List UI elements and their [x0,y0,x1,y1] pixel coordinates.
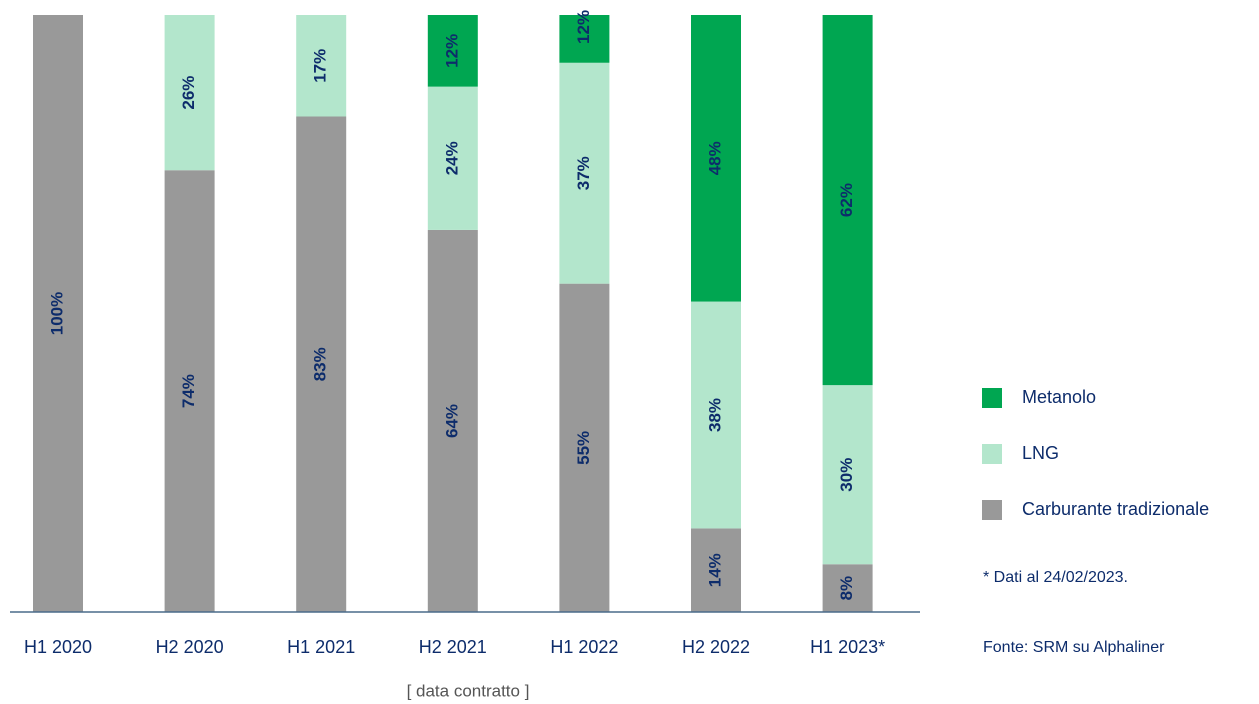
data-label: 62% [837,183,856,217]
data-label: 83% [311,347,330,381]
bar-segment [559,62,610,284]
bar-segment [822,385,873,565]
data-label: 74% [179,374,198,408]
bar-segment [691,15,741,302]
bar-segment [822,564,873,612]
bar-segment [296,116,347,613]
data-label: 24% [442,141,461,175]
bar-segment [164,170,215,612]
data-label: 30% [837,458,856,492]
bar-segment [164,15,215,171]
data-label: 55% [574,431,593,465]
data-label: 38% [705,398,724,432]
x-tick-label: H1 2021 [287,637,355,657]
x-tick-label: H1 2023* [810,637,885,657]
data-label: 12% [442,34,461,68]
data-label: 37% [574,156,593,190]
bar-segment [822,15,873,386]
x-tick-label: H2 2022 [682,637,750,657]
bar-segment [427,229,478,613]
legend-swatch [982,500,1002,520]
source: Fonte: SRM su Alphaliner [983,639,1165,656]
legend-label: Carburante tradizionale [1022,499,1209,519]
data-label: 48% [705,141,724,175]
data-label: 8% [837,576,856,601]
data-label: 17% [311,49,330,83]
bar-segment [33,15,83,612]
plot-area [33,15,873,613]
bar-segment [427,86,478,230]
data-label: 12% [574,10,593,44]
bar-segment [691,301,741,529]
bar-segment [427,15,478,87]
data-label: 14% [705,553,724,587]
data-label: 26% [179,76,198,110]
x-tick-label: H1 2022 [550,637,618,657]
legend-swatch [982,388,1002,408]
bar-segment [559,15,610,63]
x-axis-label: [ data contratto ] [407,681,530,700]
x-tick-label: H2 2021 [419,637,487,657]
x-tick-label: H2 2020 [156,637,224,657]
data-label: 64% [442,404,461,438]
x-tick-label: H1 2020 [24,637,92,657]
note: * Dati al 24/02/2023. [983,569,1128,586]
bar-segment [296,15,347,117]
legend-label: LNG [1022,443,1059,463]
bar-segment [559,283,610,612]
bar-segment [691,528,741,612]
legend-swatch [982,444,1002,464]
legend-label: Metanolo [1022,387,1096,407]
data-label: 100% [47,292,66,335]
